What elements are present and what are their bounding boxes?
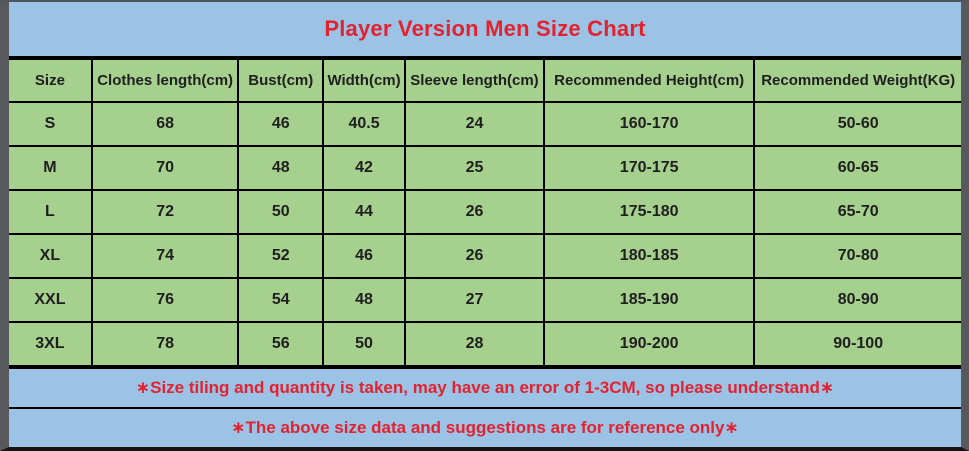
table-cell: 56 [237, 321, 325, 367]
note-row-reference: ∗The above size data and suggestions are… [9, 407, 961, 447]
table-cell: 185-190 [542, 277, 756, 323]
size-table: Size Clothes length(cm) Bust(cm) Width(c… [9, 58, 961, 367]
table-cell: 74 [90, 233, 240, 279]
note-text-tolerance: ∗Size tiling and quantity is taken, may … [135, 378, 835, 397]
table-cell: 46 [237, 101, 325, 147]
table-cell: 48 [237, 145, 325, 191]
header-row: Size Clothes length(cm) Bust(cm) Width(c… [9, 58, 961, 103]
column-header-size: Size [9, 58, 93, 103]
table-cell: 40.5 [322, 101, 406, 147]
column-header-bust: Bust(cm) [237, 58, 325, 103]
table-cell: 160-170 [542, 101, 756, 147]
table-cell: S [9, 101, 93, 147]
table-cell: 25 [403, 145, 545, 191]
table-row-s: S 68 46 40.5 24 160-170 50-60 [9, 101, 961, 147]
table-cell: 60-65 [753, 145, 961, 191]
table-cell: L [9, 189, 93, 235]
note-row-tolerance: ∗Size tiling and quantity is taken, may … [9, 367, 961, 407]
table-row-xxl: XXL 76 54 48 27 185-190 80-90 [9, 277, 961, 323]
table-cell: XL [9, 233, 93, 279]
table-cell: 76 [90, 277, 240, 323]
table-cell: 50 [237, 189, 325, 235]
table-cell: 80-90 [753, 277, 961, 323]
table-cell: 52 [237, 233, 325, 279]
table-cell: 42 [322, 145, 406, 191]
title-bar: Player Version Men Size Chart [9, 2, 961, 58]
table-cell: 54 [237, 277, 325, 323]
column-header-clothes-length: Clothes length(cm) [90, 58, 240, 103]
table-cell: 175-180 [542, 189, 756, 235]
table-cell: 50-60 [753, 101, 961, 147]
table-cell: 24 [403, 101, 545, 147]
table-cell: 50 [322, 321, 406, 367]
table-cell: 90-100 [753, 321, 961, 367]
table-cell: 190-200 [542, 321, 756, 367]
table-cell: 44 [322, 189, 406, 235]
table-cell: 70-80 [753, 233, 961, 279]
table-cell: 3XL [9, 321, 93, 367]
table-cell: 170-175 [542, 145, 756, 191]
table-row-m: M 70 48 42 25 170-175 60-65 [9, 145, 961, 191]
table-cell: 27 [403, 277, 545, 323]
table-cell: 28 [403, 321, 545, 367]
table-cell: 180-185 [542, 233, 756, 279]
table-cell: 72 [90, 189, 240, 235]
table-cell: 70 [90, 145, 240, 191]
column-header-rec-weight: Recommended Weight(KG) [753, 58, 961, 103]
table-cell: 65-70 [753, 189, 961, 235]
table-cell: M [9, 145, 93, 191]
table-cell: XXL [9, 277, 93, 323]
table-cell: 68 [90, 101, 240, 147]
note-text-reference: ∗The above size data and suggestions are… [231, 418, 739, 437]
table-cell: 48 [322, 277, 406, 323]
page-title: Player Version Men Size Chart [324, 16, 646, 41]
table-row-3xl: 3XL 78 56 50 28 190-200 90-100 [9, 321, 961, 367]
column-header-rec-height: Recommended Height(cm) [542, 58, 756, 103]
column-header-sleeve-length: Sleeve length(cm) [403, 58, 545, 103]
table-cell: 78 [90, 321, 240, 367]
table-row-l: L 72 50 44 26 175-180 65-70 [9, 189, 961, 235]
table-row-xl: XL 74 52 46 26 180-185 70-80 [9, 233, 961, 279]
column-header-width: Width(cm) [322, 58, 406, 103]
table-cell: 26 [403, 189, 545, 235]
table-cell: 26 [403, 233, 545, 279]
table-cell: 46 [322, 233, 406, 279]
